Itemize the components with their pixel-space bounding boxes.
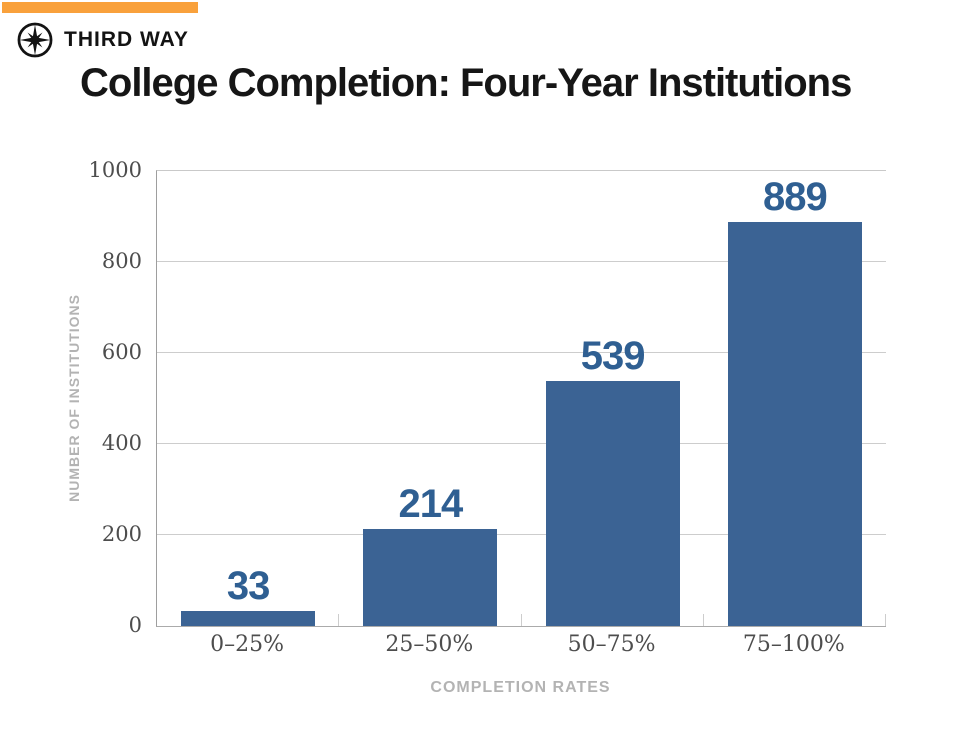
y-tick-label-1000: 1000 — [88, 158, 142, 182]
gridline-600 — [157, 352, 886, 353]
brand-accent-bar — [2, 2, 198, 13]
bar-50–75% — [545, 380, 680, 626]
bar-slot-3: 539 — [522, 171, 704, 626]
x-axis-title: COMPLETION RATES — [430, 679, 611, 696]
bars-layer: 33 214 539 889 — [157, 171, 886, 626]
x-tick-label: 75–100% — [742, 632, 845, 657]
bar-0–25% — [181, 611, 316, 626]
bar-75–100% — [727, 221, 862, 626]
bar-25–50% — [363, 528, 498, 626]
category-boundary-tick — [702, 614, 704, 626]
category-boundary-tick — [520, 614, 522, 626]
y-tick-label-800: 800 — [101, 249, 142, 273]
gridlines-layer — [157, 171, 886, 626]
bar-slot-1: 33 — [157, 171, 339, 626]
category-boundary-tick — [338, 614, 340, 626]
bar-slot-4: 889 — [704, 171, 886, 626]
brand-header: THIRD WAY — [16, 21, 189, 59]
gridline-400 — [157, 443, 886, 444]
gridline-800 — [157, 261, 886, 262]
chart-title: College Completion: Four-Year Institutio… — [80, 61, 852, 105]
y-tick-label-400: 400 — [101, 431, 142, 455]
x-axis-tick-labels: 0–25% 25–50% 50–75% 75–100% — [156, 632, 885, 657]
y-tick-label-600: 600 — [101, 340, 142, 364]
y-tick-label-200: 200 — [101, 522, 142, 546]
x-tick-label: 50–75% — [567, 632, 656, 657]
compass-star-icon — [16, 21, 54, 59]
brand-name: THIRD WAY — [64, 28, 189, 51]
bar-value-label: 214 — [398, 481, 464, 526]
plot-area: 33 214 539 889 — [156, 170, 886, 627]
y-tick-label-0: 0 — [128, 613, 142, 637]
gridline-200 — [157, 534, 886, 535]
bar-value-label: 33 — [226, 564, 270, 608]
x-tick-label: 25–50% — [385, 632, 474, 657]
bar-value-label: 889 — [763, 174, 828, 219]
bar-slot-2: 214 — [339, 171, 521, 626]
bar-value-label: 539 — [580, 333, 646, 378]
x-tick-label: 0–25% — [210, 632, 285, 657]
y-axis-tick-labels: 0 200 400 600 800 1000 — [0, 158, 146, 637]
category-boundary-tick — [885, 614, 886, 626]
